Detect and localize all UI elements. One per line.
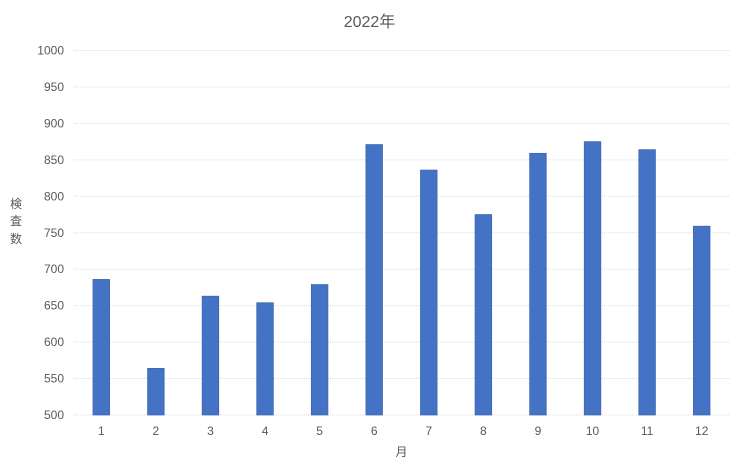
svg-text:4: 4: [262, 424, 269, 438]
svg-text:6: 6: [371, 424, 378, 438]
svg-text:5: 5: [316, 424, 323, 438]
svg-text:8: 8: [480, 424, 487, 438]
svg-text:700: 700: [44, 262, 64, 276]
svg-text:800: 800: [44, 189, 64, 203]
svg-text:500: 500: [44, 408, 64, 422]
svg-text:650: 650: [44, 299, 64, 313]
svg-text:10: 10: [586, 424, 600, 438]
svg-text:600: 600: [44, 335, 64, 349]
svg-text:2: 2: [153, 424, 160, 438]
svg-text:3: 3: [207, 424, 214, 438]
svg-text:850: 850: [44, 153, 64, 167]
svg-text:12: 12: [695, 424, 709, 438]
svg-text:7: 7: [425, 424, 432, 438]
svg-text:9: 9: [535, 424, 542, 438]
svg-text:950: 950: [44, 80, 64, 94]
svg-text:900: 900: [44, 116, 64, 130]
svg-text:1: 1: [98, 424, 105, 438]
svg-text:550: 550: [44, 372, 64, 386]
svg-text:1000: 1000: [37, 44, 64, 58]
svg-text:750: 750: [44, 226, 64, 240]
svg-text:11: 11: [641, 424, 654, 438]
